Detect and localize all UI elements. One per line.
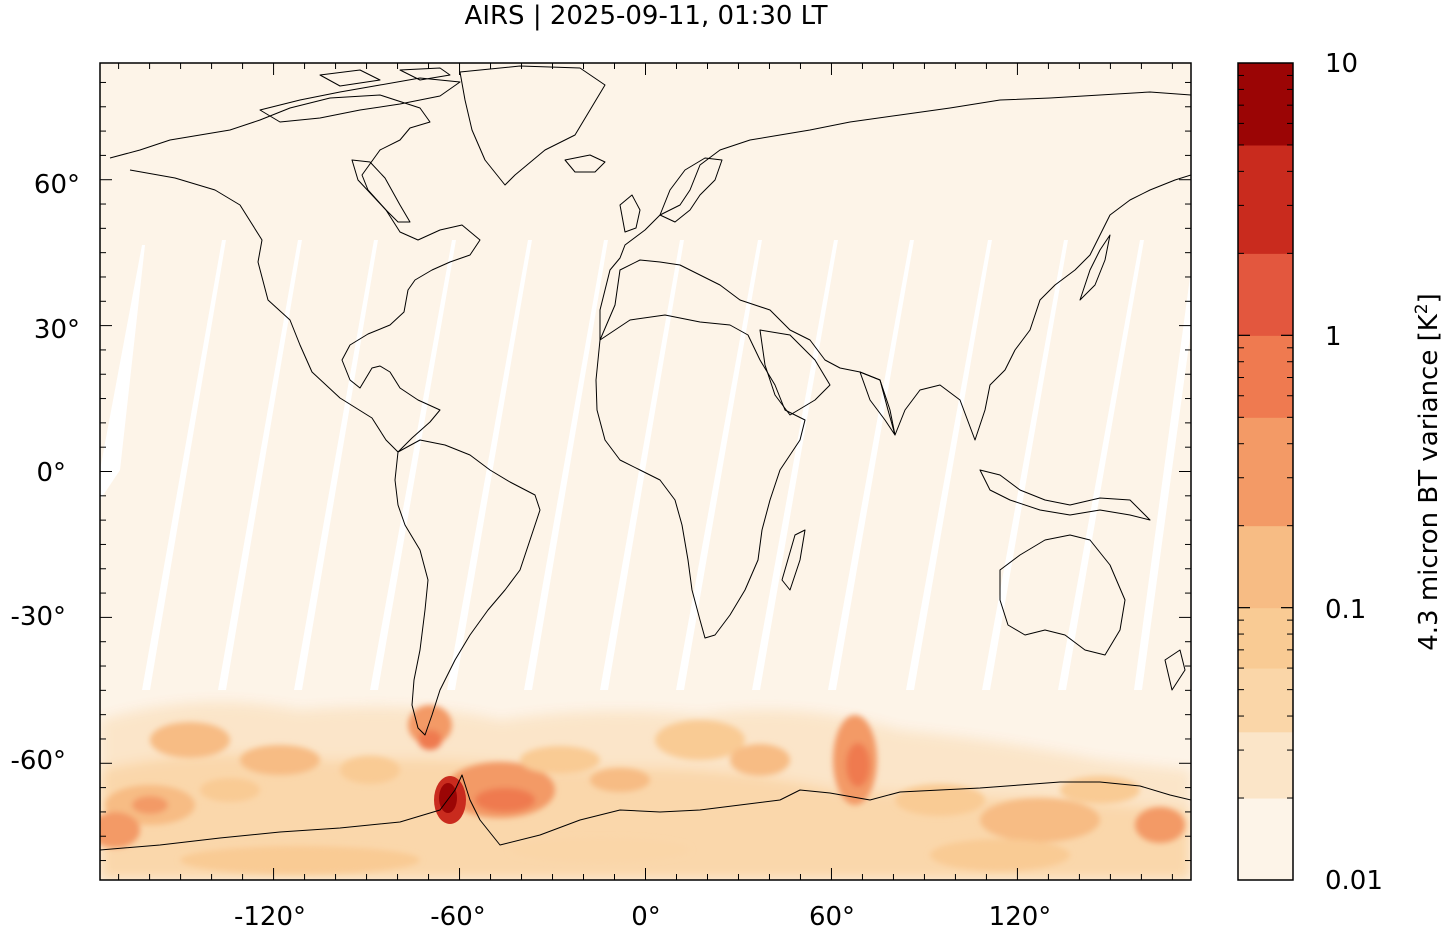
colorbar-tick-label: 0.1: [1325, 595, 1366, 625]
coastline-arabia: [759, 329, 831, 416]
coastline-india: [859, 371, 896, 436]
variance-patch: [1135, 807, 1185, 843]
variance-patch: [520, 746, 600, 774]
colorbar-label-suffix: ]: [1414, 293, 1442, 303]
variance-patch: [408, 705, 452, 745]
swath-gap: [828, 240, 914, 690]
variance-patch: [340, 756, 400, 784]
x-tick-label: -60°: [430, 902, 485, 930]
swath-gap: [370, 240, 456, 690]
variance-patch: [100, 812, 140, 848]
coastline-arctic-islands: [259, 67, 461, 123]
y-tick-label: 60°: [34, 170, 80, 200]
colorbar-label-text: 4.3 micron BT variance [K: [1414, 313, 1442, 651]
swath-gap: [676, 240, 762, 690]
x-tick-label: -120°: [234, 902, 306, 930]
coastline-europe-asia: [599, 91, 1191, 441]
variance-patch: [510, 838, 690, 862]
coastline-greenland: [459, 65, 606, 186]
coastline-iceland: [564, 154, 606, 173]
swath-gap: [1134, 270, 1191, 690]
variance-patch: [150, 722, 230, 758]
map-minor-ticks: [100, 63, 1191, 880]
colorbar-tick-label: 1: [1325, 322, 1342, 352]
x-tick-label: 60°: [809, 902, 855, 930]
colorbar-band: [1238, 525, 1293, 609]
variance-patch: [1060, 776, 1140, 804]
variance-patch: [590, 768, 650, 792]
coastline-indonesia: [979, 469, 1151, 521]
coastline-australia: [999, 534, 1126, 656]
variance-patch: [180, 846, 420, 874]
colorbar-frame: [1237, 62, 1294, 881]
variance-band-mid: [100, 754, 1191, 880]
y-tick-label: -60°: [11, 746, 66, 776]
swath-gap: [600, 240, 684, 690]
colorbar-band: [1238, 144, 1293, 254]
colorbar-band: [1238, 798, 1293, 881]
colorbar-bands: [1238, 63, 1293, 881]
orbit-swath-gaps: [100, 240, 1191, 690]
coastline-hudson-bay: [351, 159, 411, 223]
colorbar-band: [1238, 417, 1293, 527]
variance-patch: [895, 784, 985, 816]
swath-gap: [218, 240, 302, 690]
coastline-britain: [619, 194, 641, 233]
colorbar-label-superscript: 2: [1412, 303, 1432, 314]
swath-gap: [982, 240, 1068, 690]
colorbar-label: 4.3 micron BT variance [K2]: [1412, 293, 1442, 651]
variance-patch: [418, 730, 442, 750]
swath-gap: [906, 240, 992, 690]
swath-gap: [524, 240, 608, 690]
y-tick-label: -30°: [11, 602, 66, 632]
coastline-new-zealand: [1164, 649, 1186, 691]
swath-gap: [294, 240, 378, 690]
colorbar: 10 1 0.1 0.01 4.3 micron BT variance [K2…: [1237, 49, 1442, 896]
colorbar-tick-label: 10: [1325, 49, 1358, 79]
coastline-madagascar: [781, 529, 806, 591]
variance-patch: [980, 798, 1100, 842]
y-tick-label: 30°: [34, 315, 80, 345]
swath-gap: [447, 240, 532, 690]
coastline-south-america: [394, 439, 541, 736]
coastline-antarctica: [100, 774, 1191, 851]
variance-patch: [730, 744, 790, 776]
colorbar-band: [1238, 335, 1293, 418]
chart-title: AIRS | 2025-09-11, 01:30 LT: [465, 1, 828, 31]
colorbar-band: [1238, 607, 1293, 669]
x-tick-label: 0°: [631, 902, 661, 930]
variance-patch: [846, 743, 870, 787]
variance-patch: [200, 778, 260, 802]
variance-patch: [930, 839, 1070, 871]
coastline-north-america: [109, 94, 481, 453]
map-axes: -120° -60° 0° 60° 120° 60° 30° 0° -30° -…: [11, 170, 1052, 930]
swath-gap: [100, 245, 145, 500]
variance-field: [100, 702, 1191, 880]
map-panel: [100, 63, 1191, 880]
swath-gap: [752, 240, 838, 690]
colorbar-band: [1238, 253, 1293, 336]
colorbar-band: [1238, 731, 1293, 799]
colorbar-band: [1238, 668, 1293, 733]
y-tick-label: 0°: [36, 458, 66, 488]
coastlines: [100, 65, 1191, 851]
variance-patch: [240, 745, 320, 775]
colorbar-band: [1238, 63, 1293, 146]
swath-gap: [1058, 240, 1144, 690]
x-tick-label: 120°: [989, 902, 1052, 930]
coastline-japan: [1079, 234, 1111, 301]
variance-patch: [475, 788, 535, 812]
colorbar-ticks: [1238, 62, 1293, 881]
variance-patch: [655, 720, 745, 760]
swath-gap: [142, 240, 226, 690]
variance-patch: [132, 796, 168, 814]
coastline-africa: [595, 314, 806, 639]
coastline-scandinavia: [659, 157, 723, 223]
colorbar-tick-label: 0.01: [1325, 866, 1383, 896]
